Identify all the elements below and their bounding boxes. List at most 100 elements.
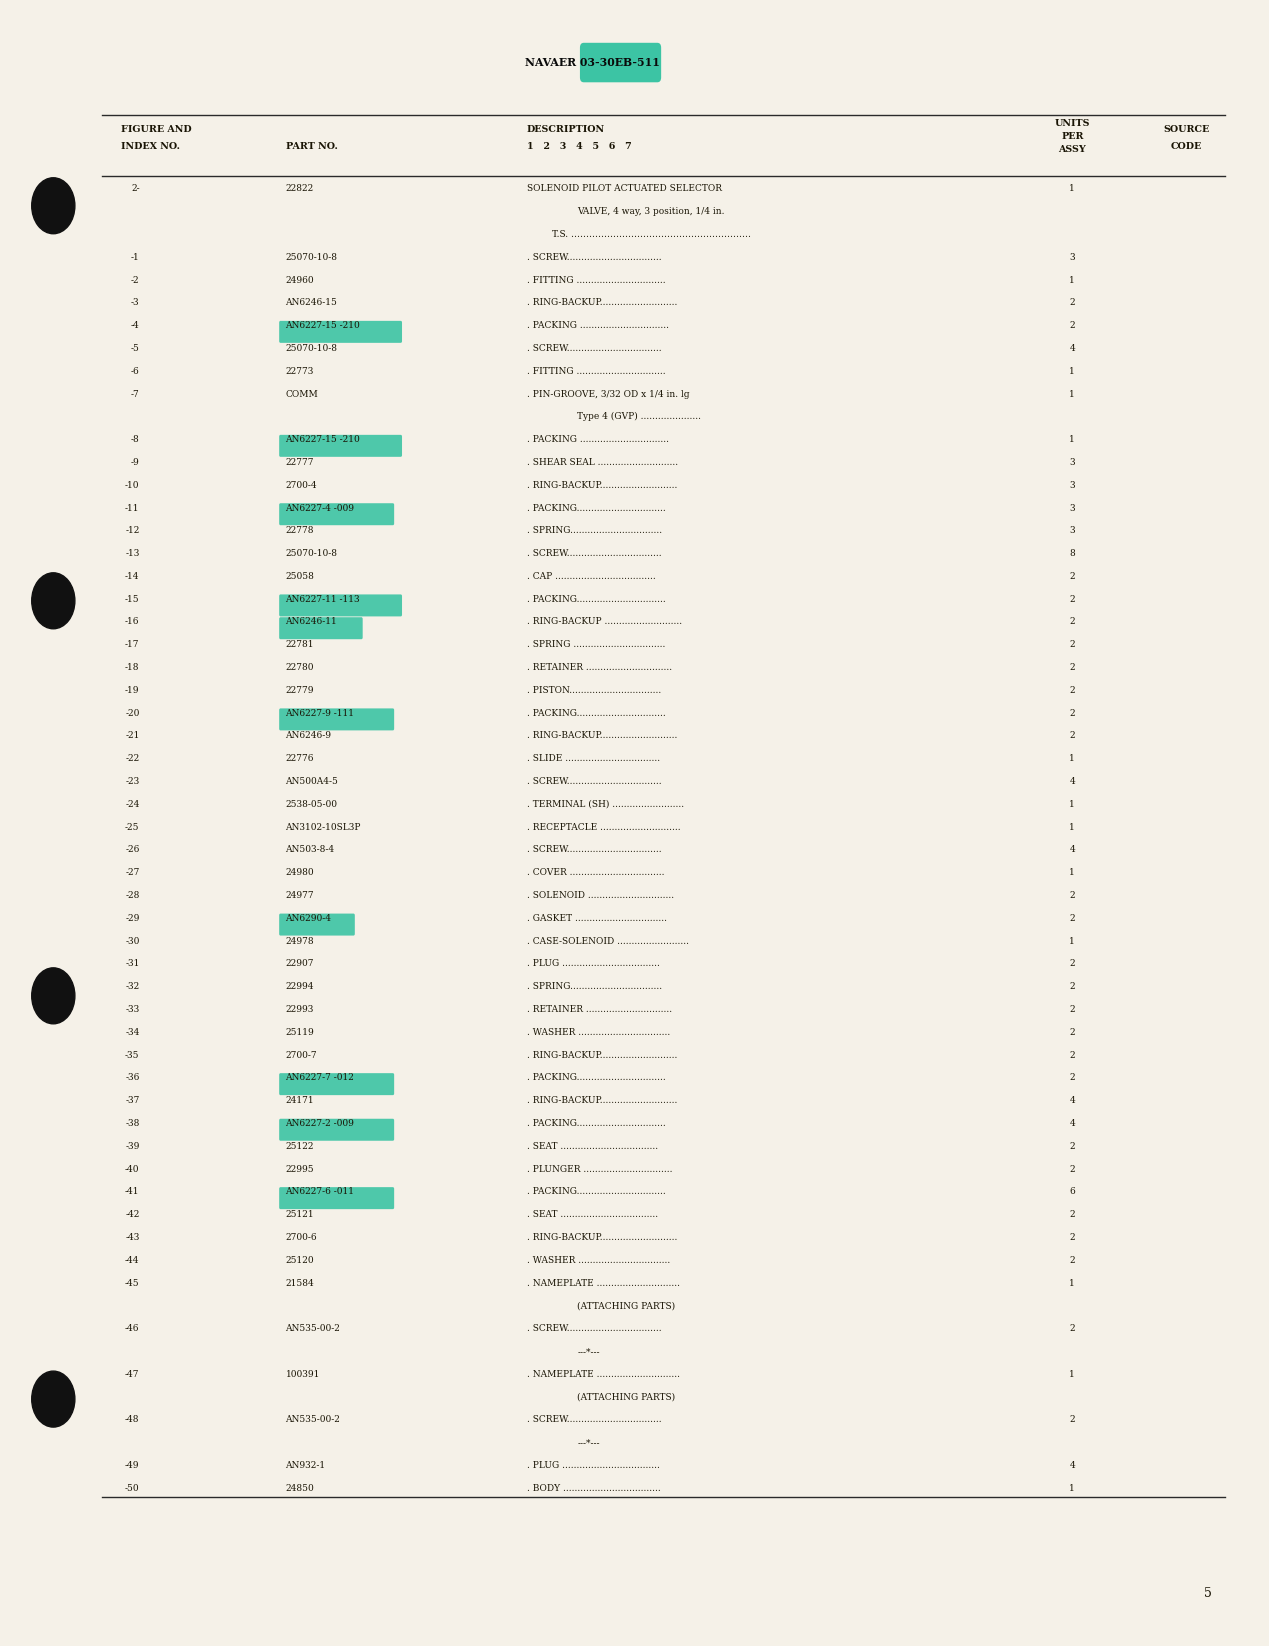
Text: 22822: 22822: [286, 184, 313, 193]
Text: . RING-BACKUP...........................: . RING-BACKUP...........................: [527, 731, 676, 741]
Text: . PLUG ..................................: . PLUG .................................…: [527, 960, 660, 968]
Text: 4: 4: [1070, 846, 1075, 854]
Text: 24850: 24850: [286, 1483, 315, 1493]
Text: 4: 4: [1070, 1096, 1075, 1104]
Text: -48: -48: [126, 1416, 140, 1424]
Text: 2: 2: [1070, 617, 1075, 627]
Text: -15: -15: [124, 594, 140, 604]
Text: . RETAINER ..............................: . RETAINER .............................…: [527, 1006, 671, 1014]
Text: 1: 1: [1070, 184, 1075, 193]
Text: -27: -27: [126, 869, 140, 877]
Text: 2: 2: [1070, 594, 1075, 604]
Text: AN6227-15 -210: AN6227-15 -210: [286, 435, 360, 444]
Text: 2538-05-00: 2538-05-00: [286, 800, 338, 808]
Text: AN503-8-4: AN503-8-4: [286, 846, 335, 854]
FancyBboxPatch shape: [279, 914, 355, 935]
Text: . RING-BACKUP...........................: . RING-BACKUP...........................: [527, 298, 676, 308]
Text: 2: 2: [1070, 571, 1075, 581]
Text: . WASHER ................................: . WASHER ...............................…: [527, 1027, 670, 1037]
Text: -36: -36: [126, 1073, 140, 1083]
Text: 2-: 2-: [131, 184, 140, 193]
Text: 1: 1: [1070, 869, 1075, 877]
FancyBboxPatch shape: [279, 435, 402, 458]
Text: 21584: 21584: [286, 1279, 315, 1287]
Text: -25: -25: [126, 823, 140, 831]
Text: 2: 2: [1070, 890, 1075, 900]
Text: AN6227-9 -111: AN6227-9 -111: [286, 709, 354, 718]
Text: 2: 2: [1070, 1233, 1075, 1243]
Text: 25122: 25122: [286, 1142, 313, 1151]
Text: 4: 4: [1070, 1462, 1075, 1470]
Text: . SCREW.................................: . SCREW.................................: [527, 550, 661, 558]
FancyBboxPatch shape: [279, 708, 395, 731]
Text: . SPRING................................: . SPRING................................: [527, 527, 661, 535]
Text: 22907: 22907: [286, 960, 313, 968]
Text: . RING-BACKUP...........................: . RING-BACKUP...........................: [527, 1096, 676, 1104]
Text: -30: -30: [126, 937, 140, 946]
Text: . TERMINAL (SH) .........................: . TERMINAL (SH) ........................…: [527, 800, 684, 808]
Text: -18: -18: [126, 663, 140, 672]
Text: -20: -20: [126, 709, 140, 718]
Text: ASSY: ASSY: [1058, 145, 1086, 153]
Text: 25070-10-8: 25070-10-8: [286, 344, 338, 352]
Text: -22: -22: [126, 754, 140, 764]
Text: -40: -40: [126, 1165, 140, 1174]
Text: 2: 2: [1070, 731, 1075, 741]
FancyBboxPatch shape: [279, 594, 402, 616]
Text: . CAP ...................................: . CAP ..................................…: [527, 571, 655, 581]
Text: . BODY ..................................: . BODY .................................…: [527, 1483, 660, 1493]
Text: -35: -35: [126, 1050, 140, 1060]
Text: 4: 4: [1070, 1119, 1075, 1128]
Text: 3: 3: [1070, 504, 1075, 512]
Text: -16: -16: [126, 617, 140, 627]
Text: AN932-1: AN932-1: [286, 1462, 326, 1470]
Text: -2: -2: [131, 275, 140, 285]
Text: . RECEPTACLE ............................: . RECEPTACLE ...........................…: [527, 823, 680, 831]
Text: . SEAT ..................................: . SEAT .................................…: [527, 1210, 657, 1220]
Text: 22781: 22781: [286, 640, 313, 649]
Text: 1: 1: [1070, 937, 1075, 946]
Text: 3: 3: [1070, 253, 1075, 262]
Text: T.S. ……………………………………………………: T.S. ……………………………………………………: [552, 230, 751, 239]
Text: AN6246-9: AN6246-9: [286, 731, 331, 741]
Text: 1: 1: [1070, 1483, 1075, 1493]
Text: . PACKING ...............................: . PACKING ..............................…: [527, 435, 669, 444]
Text: . PACKING...............................: . PACKING...............................: [527, 594, 665, 604]
Text: . SPRING................................: . SPRING................................: [527, 983, 661, 991]
Text: 2700-4: 2700-4: [286, 481, 317, 491]
Text: -49: -49: [126, 1462, 140, 1470]
Text: FIGURE AND: FIGURE AND: [121, 125, 192, 133]
Text: 2: 2: [1070, 960, 1075, 968]
Text: 25058: 25058: [286, 571, 315, 581]
Text: -23: -23: [126, 777, 140, 787]
Text: . RING-BACKUP...........................: . RING-BACKUP...........................: [527, 1233, 676, 1243]
Text: -50: -50: [124, 1483, 140, 1493]
Text: 2: 2: [1070, 709, 1075, 718]
Text: -41: -41: [126, 1187, 140, 1197]
Text: . SEAT ..................................: . SEAT .................................…: [527, 1142, 657, 1151]
Text: . PACKING...............................: . PACKING...............................: [527, 1073, 665, 1083]
Text: 22773: 22773: [286, 367, 313, 375]
FancyBboxPatch shape: [279, 1187, 395, 1210]
Text: . RING-BACKUP...........................: . RING-BACKUP...........................: [527, 1050, 676, 1060]
Text: 3: 3: [1070, 481, 1075, 491]
Text: 1: 1: [1070, 367, 1075, 375]
Text: 22778: 22778: [286, 527, 313, 535]
Text: ---*---: ---*---: [577, 1346, 600, 1356]
Text: 2700-7: 2700-7: [286, 1050, 317, 1060]
Text: . PIN-GROOVE, 3/32 OD x 1/4 in. lg: . PIN-GROOVE, 3/32 OD x 1/4 in. lg: [527, 390, 689, 398]
Text: . GASKET ................................: . GASKET ...............................…: [527, 914, 666, 923]
Text: 25070-10-8: 25070-10-8: [286, 550, 338, 558]
FancyBboxPatch shape: [279, 321, 402, 342]
Circle shape: [32, 968, 75, 1024]
Text: . PACKING ...............................: . PACKING ..............................…: [527, 321, 669, 331]
Text: -38: -38: [126, 1119, 140, 1128]
Text: 2: 2: [1070, 1256, 1075, 1264]
Text: -10: -10: [126, 481, 140, 491]
Text: AN535-00-2: AN535-00-2: [286, 1416, 340, 1424]
Text: . CASE-SOLENOID .........................: . CASE-SOLENOID ........................…: [527, 937, 689, 946]
Circle shape: [32, 1371, 75, 1427]
Text: 2700-6: 2700-6: [286, 1233, 317, 1243]
FancyBboxPatch shape: [580, 43, 661, 82]
Text: 2: 2: [1070, 1165, 1075, 1174]
